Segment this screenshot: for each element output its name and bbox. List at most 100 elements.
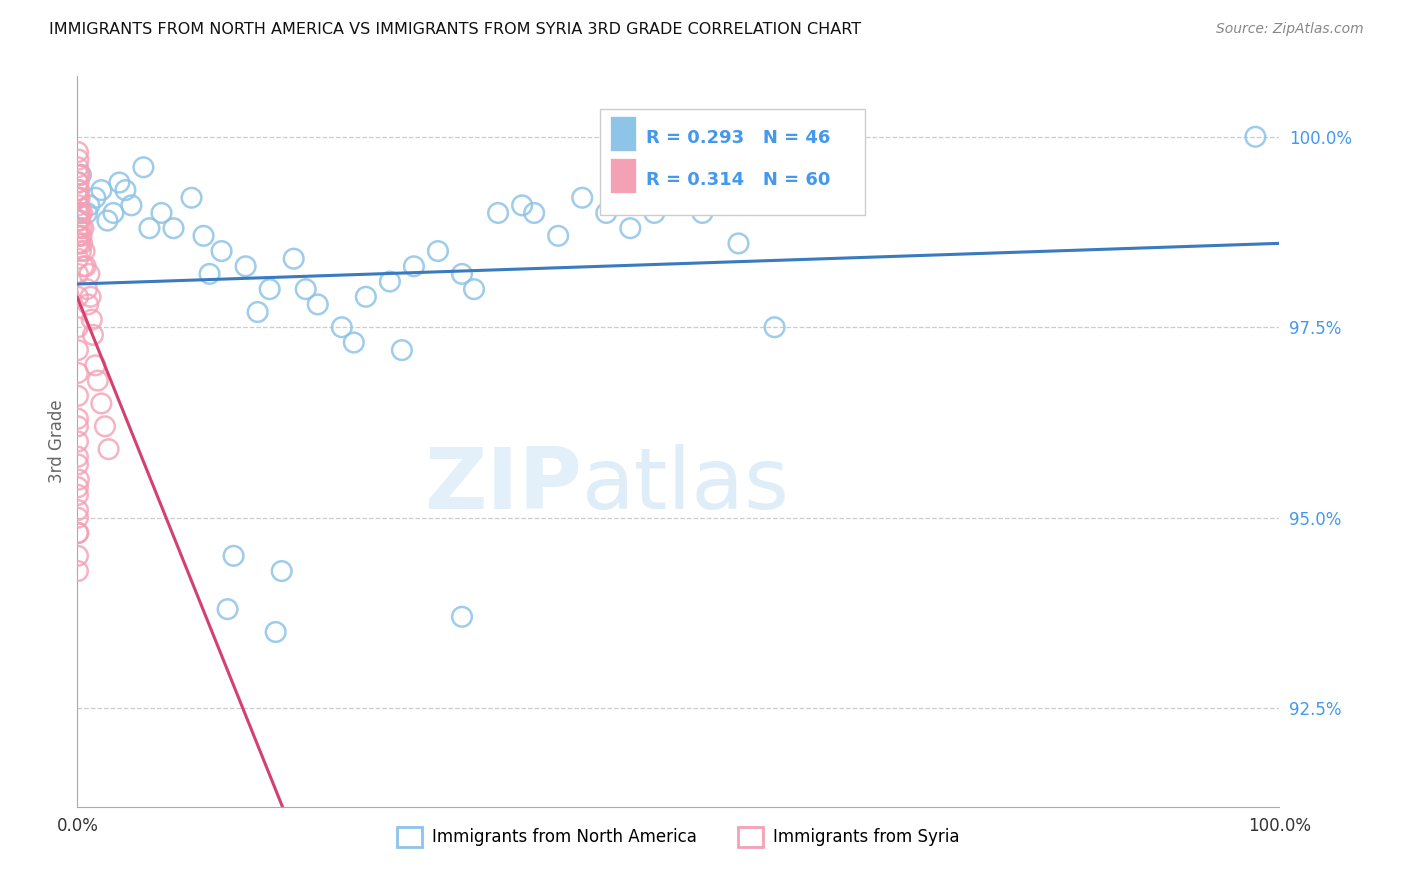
Point <box>510 198 533 212</box>
Point <box>571 191 593 205</box>
Point <box>150 206 173 220</box>
Point <box>463 282 485 296</box>
Point <box>67 153 90 167</box>
Point <box>70 221 93 235</box>
Point <box>66 503 89 517</box>
Point <box>727 236 749 251</box>
Point <box>79 290 101 304</box>
Point <box>67 206 90 220</box>
Point <box>82 327 104 342</box>
Bar <box>610 116 637 151</box>
Point <box>66 343 89 357</box>
Point <box>97 442 120 457</box>
Point <box>692 206 714 220</box>
Point <box>66 176 89 190</box>
Point <box>66 267 89 281</box>
Point <box>87 374 110 388</box>
Point <box>246 305 269 319</box>
Point <box>114 183 136 197</box>
Point <box>66 434 89 449</box>
Point <box>67 183 90 197</box>
Point <box>180 191 202 205</box>
Point <box>595 206 617 220</box>
Point <box>75 260 97 274</box>
Point <box>217 602 239 616</box>
Point <box>67 213 90 227</box>
Point <box>264 625 287 640</box>
Point <box>222 549 245 563</box>
Point <box>96 213 118 227</box>
Point <box>79 267 101 281</box>
Point <box>76 282 98 296</box>
Point <box>79 198 101 212</box>
Point <box>66 161 89 175</box>
Point <box>451 609 474 624</box>
Point <box>307 297 329 311</box>
Point <box>66 389 89 403</box>
Point <box>108 176 131 190</box>
Point <box>451 267 474 281</box>
Point <box>763 320 786 334</box>
Point <box>1244 129 1267 144</box>
Point <box>138 221 160 235</box>
Point <box>547 228 569 243</box>
Point <box>643 206 665 220</box>
Point <box>343 335 366 350</box>
Point <box>80 312 103 326</box>
Point <box>84 359 107 373</box>
Text: R = 0.314   N = 60: R = 0.314 N = 60 <box>645 171 831 189</box>
Point <box>66 419 89 434</box>
Legend: Immigrants from North America, Immigrants from Syria: Immigrants from North America, Immigrant… <box>391 820 966 854</box>
Point <box>66 290 89 304</box>
Point <box>259 282 281 296</box>
Point <box>69 206 91 220</box>
Point <box>66 526 89 541</box>
Point <box>378 275 401 289</box>
Text: R = 0.293   N = 46: R = 0.293 N = 46 <box>645 129 831 147</box>
Point <box>66 480 89 494</box>
Point <box>391 343 413 357</box>
Point <box>70 236 93 251</box>
Point <box>270 564 292 578</box>
Point <box>70 206 93 220</box>
Point <box>66 191 89 205</box>
Point <box>69 168 91 182</box>
Y-axis label: 3rd Grade: 3rd Grade <box>48 400 66 483</box>
Point <box>90 183 112 197</box>
Text: atlas: atlas <box>582 444 790 527</box>
Point <box>523 206 546 220</box>
Point <box>103 206 125 220</box>
Point <box>66 450 89 464</box>
Point <box>132 161 155 175</box>
FancyBboxPatch shape <box>600 109 865 215</box>
Text: IMMIGRANTS FROM NORTH AMERICA VS IMMIGRANTS FROM SYRIA 3RD GRADE CORRELATION CHA: IMMIGRANTS FROM NORTH AMERICA VS IMMIGRA… <box>49 22 862 37</box>
Point <box>67 176 90 190</box>
Point <box>70 228 93 243</box>
Point <box>193 228 215 243</box>
Point <box>69 213 91 227</box>
Point <box>70 244 93 258</box>
Point <box>84 191 107 205</box>
Point <box>67 183 90 197</box>
Point <box>66 145 89 159</box>
Point <box>66 549 89 563</box>
Point <box>235 260 257 274</box>
Point <box>70 168 93 182</box>
Point <box>66 236 89 251</box>
Point <box>330 320 353 334</box>
Point <box>427 244 450 258</box>
Point <box>67 191 90 205</box>
Point <box>67 168 90 182</box>
Point <box>77 297 100 311</box>
Point <box>354 290 377 304</box>
Point <box>76 206 98 220</box>
Point <box>619 221 641 235</box>
Point <box>69 236 91 251</box>
Point <box>66 564 89 578</box>
Point <box>94 419 117 434</box>
Point <box>90 396 112 410</box>
Point <box>67 213 90 227</box>
Point <box>67 228 90 243</box>
Point <box>66 206 89 220</box>
Point <box>486 206 509 220</box>
